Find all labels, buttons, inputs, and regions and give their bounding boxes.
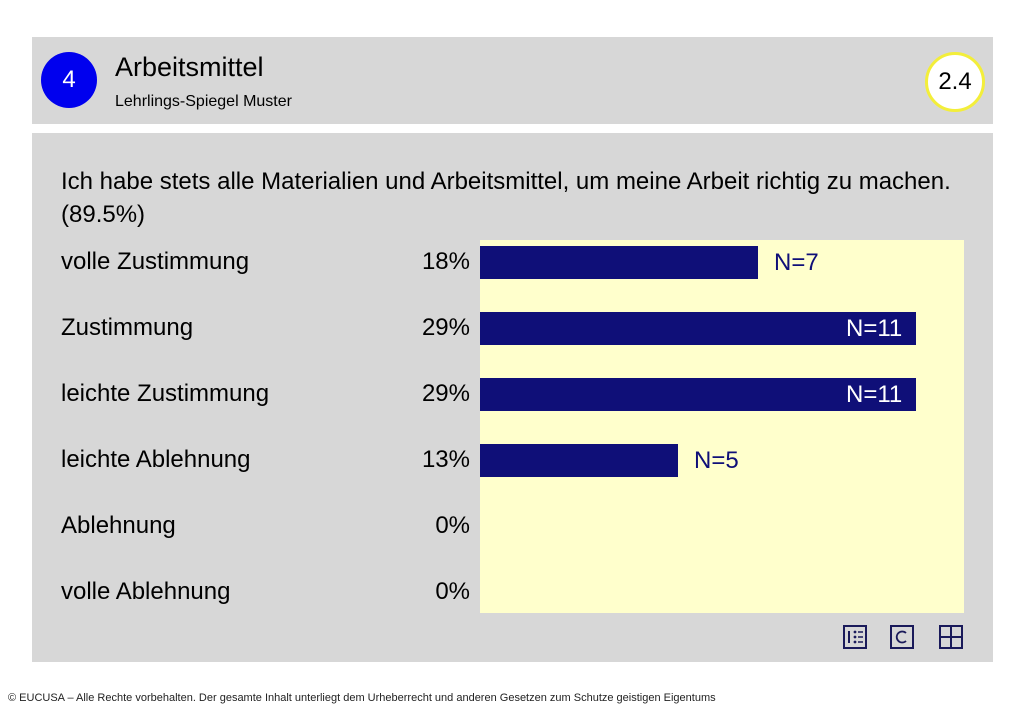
category-label: Zustimmung (61, 314, 194, 341)
percent-label: 29% (421, 314, 470, 341)
bar (480, 246, 758, 279)
bar (480, 444, 678, 477)
bar (480, 312, 916, 345)
question-text: Ich habe stets alle Materialien und Arbe… (61, 168, 951, 228)
percent-label: 29% (421, 380, 470, 407)
percent-label: 0% (435, 512, 470, 539)
grid-icon[interactable] (939, 625, 963, 649)
category-label: volle Ablehnung (61, 578, 231, 605)
c-icon[interactable] (890, 625, 914, 649)
chart-plot-area (480, 240, 964, 613)
n-count-label: N=11 (846, 381, 903, 408)
n-count-label: N=5 (694, 447, 739, 474)
n-count-label: N=11 (846, 315, 903, 342)
n-count-label: N=7 (774, 249, 819, 276)
header: 4 Arbeitsmittel Lehrlings-Spiegel Muster… (32, 37, 993, 124)
page-subtitle: Lehrlings-Spiegel Muster (115, 93, 292, 110)
chart-panel: Ich habe stets alle Materialien und Arbe… (32, 133, 993, 662)
page-number-badge: 2.4 (925, 52, 985, 112)
page-title: Arbeitsmittel (115, 52, 264, 82)
percent-label: 13% (421, 446, 470, 473)
percent-label: 0% (435, 578, 470, 605)
list-icon[interactable] (843, 625, 867, 649)
category-label: Ablehnung (61, 512, 176, 539)
section-number-badge: 4 (41, 52, 97, 108)
category-label: leichte Zustimmung (61, 380, 270, 407)
copyright-footer: © EUCUSA – Alle Rechte vorbehalten. Der … (8, 692, 716, 704)
percent-label: 18% (421, 248, 470, 275)
category-label: volle Zustimmung (61, 248, 250, 275)
bar (480, 378, 916, 411)
category-label: leichte Ablehnung (61, 446, 251, 473)
